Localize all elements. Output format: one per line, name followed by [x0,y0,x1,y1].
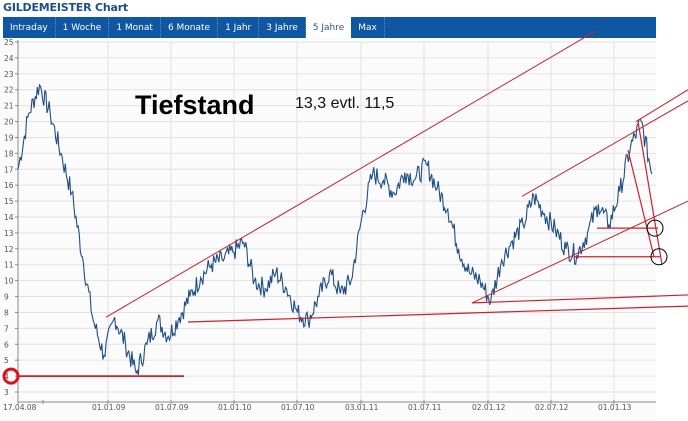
falling-line-a [627,150,655,257]
y-tick-label: 13 [4,229,14,238]
y-tick-label: 18 [4,149,14,158]
highlight-circle-4 [2,367,20,385]
y-tick-label: 6 [4,340,9,349]
annotation-note: 13,3 evtl. 11,5 [295,95,395,112]
y-tick-label: 17 [4,165,14,174]
y-tick-label: 15 [4,197,14,206]
x-tick-label: 01.01.13 [598,403,632,412]
y-tick-label: 3 [4,388,9,397]
y-tick-label: 23 [4,70,14,79]
x-tick-label: 17.04.08 [3,403,37,412]
tab-1-monat[interactable]: 1 Monat [109,17,161,38]
support-line-7-4 [187,305,688,323]
tab-max[interactable]: Max [351,17,385,38]
y-tick-label: 16 [4,181,14,190]
tab-3-jahre[interactable]: 3 Jahre [259,17,306,38]
y-tick-label: 14 [4,213,14,222]
chart-title: GILDEMEISTER Chart [3,1,128,14]
y-tick-label: 4 [4,372,9,381]
y-tick-label: 9 [4,293,9,302]
support-line-8-6 [471,294,688,304]
y-tick-label: 20 [4,118,14,127]
trendline-top-channel [635,89,688,122]
x-tick-label: 01.01.10 [218,403,252,412]
annotation-headline: Tiefstand [135,90,255,120]
tab-1-jahr[interactable]: 1 Jahr [218,17,260,38]
y-tick-label: 10 [4,277,14,286]
x-tick-label: 02.01.12 [472,403,506,412]
x-tick-label: 01.07.11 [408,403,442,412]
y-tick-label: 11 [4,261,14,270]
trendline-mid-channel [521,100,688,197]
y-tick-label: 24 [4,54,14,63]
y-tick-label: 5 [4,356,9,365]
tab-5-jahre[interactable]: 5 Jahre [305,17,352,38]
price-line [17,83,653,376]
target-circle-11-5 [650,248,668,266]
y-tick-label: 7 [4,324,9,333]
y-tick-label: 8 [4,308,9,317]
y-tick-label: 12 [4,245,14,254]
x-tick-label: 02.07.12 [535,403,569,412]
y-tick-label: 21 [4,102,14,111]
y-tick-label: 19 [4,133,14,142]
y-tick-label: 22 [4,86,14,95]
trendline-upper-long [105,30,597,318]
x-tick-label: 01.01.09 [92,403,126,412]
y-tick-label: 25 [4,38,14,47]
x-tick-label: 01.07.10 [281,403,315,412]
target-circle-13-3 [646,219,664,237]
tab-intraday[interactable]: Intraday [3,17,56,38]
tab-6-monate[interactable]: 6 Monate [161,17,219,38]
chart-panel [0,38,656,421]
x-tick-label: 03.01.11 [345,403,379,412]
trendline-lower-channel [471,200,688,304]
range-tabbar: Intraday 1 Woche 1 Monat 6 Monate 1 Jahr… [3,17,656,38]
falling-line-b [637,121,663,265]
x-tick-label: 01.07.09 [155,403,189,412]
tab-1-woche[interactable]: 1 Woche [56,17,110,38]
